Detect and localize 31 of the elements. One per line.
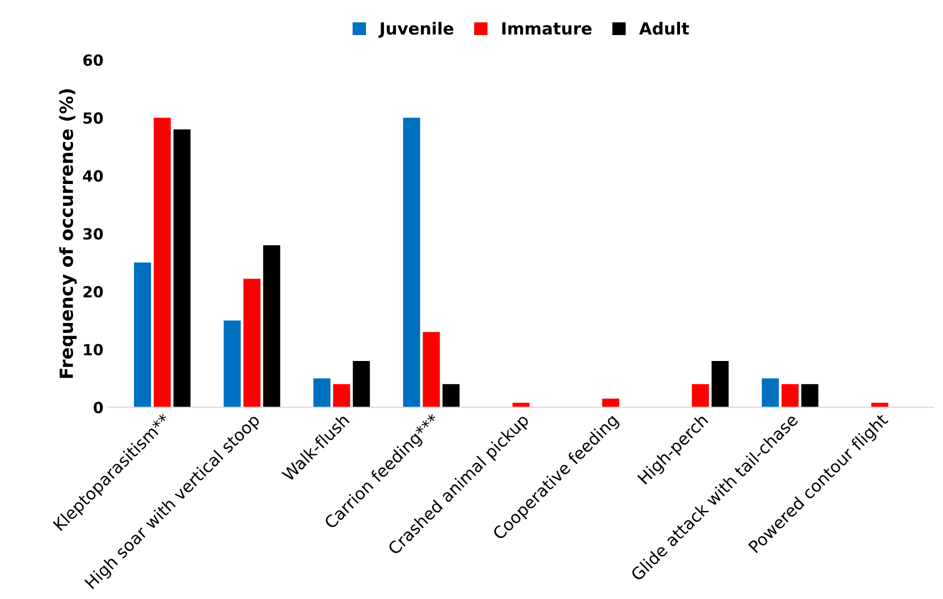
- bar: [512, 402, 530, 408]
- bar: [712, 360, 729, 408]
- bar: [333, 384, 350, 408]
- bar: [782, 384, 799, 408]
- y-tick-label: 50: [84, 112, 103, 124]
- bar: [602, 398, 620, 408]
- bar: [134, 262, 152, 408]
- bar: [422, 332, 440, 408]
- bar: [692, 384, 709, 408]
- bar: [154, 118, 171, 408]
- bar: [762, 378, 779, 408]
- bar: [173, 129, 191, 408]
- bar: [313, 378, 330, 408]
- y-tick-label: 0: [94, 402, 103, 414]
- bar: [801, 384, 818, 408]
- y-axis-title: Frequency of occurrence (%): [59, 89, 77, 378]
- legend-label: Immature: [502, 22, 592, 35]
- y-tick-label: 20: [84, 286, 103, 298]
- y-tick-label: 40: [83, 170, 103, 182]
- bar: [224, 320, 241, 408]
- bar: [871, 402, 888, 408]
- bar: [352, 360, 370, 408]
- bar: [243, 278, 260, 408]
- bar: [403, 118, 420, 408]
- legend-label: Adult: [639, 22, 689, 35]
- bar: [263, 245, 280, 408]
- bar: [442, 384, 460, 408]
- y-tick-label: 60: [83, 54, 103, 66]
- y-tick-label: 10: [84, 344, 103, 356]
- y-tick-label: 30: [83, 228, 103, 240]
- legend-label: Juvenile: [378, 22, 454, 38]
